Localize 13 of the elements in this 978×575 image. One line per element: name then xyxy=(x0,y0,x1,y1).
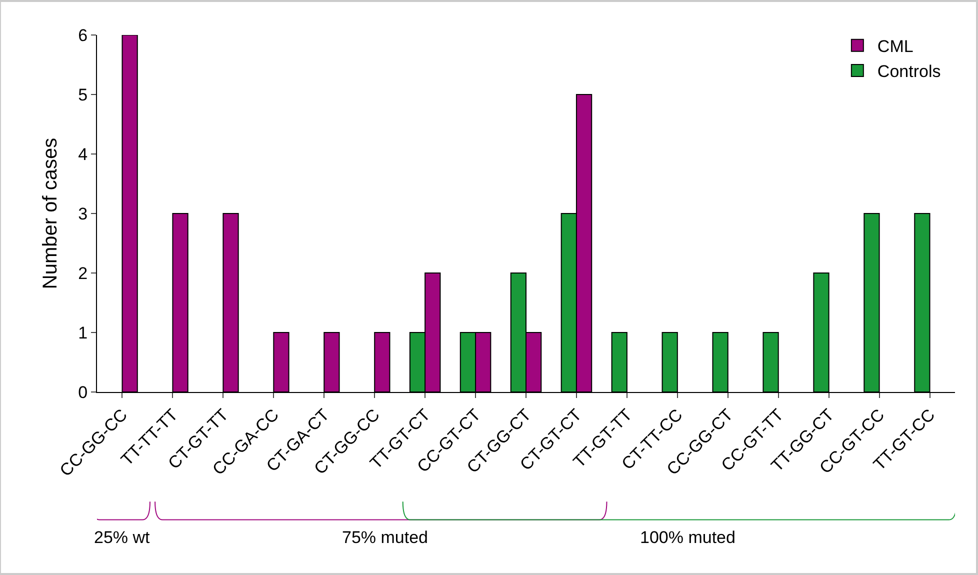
y-tick-label: 1 xyxy=(78,323,88,342)
y-tick-label: 4 xyxy=(78,144,88,164)
legend-label: CML xyxy=(877,37,914,56)
text: 100% muted xyxy=(640,528,736,547)
y-tick-label: 2 xyxy=(78,264,88,283)
y-tick-label: 6 xyxy=(78,26,88,45)
y-tick-label: 5 xyxy=(78,85,88,104)
text: 25% wt xyxy=(94,528,150,547)
y-axis-title: Number of cases xyxy=(40,138,62,290)
legend-label: Controls xyxy=(877,62,941,82)
y-tick-label: 3 xyxy=(78,204,88,224)
y-tick-label: 0 xyxy=(78,382,88,402)
text: 75% muted xyxy=(342,528,428,547)
